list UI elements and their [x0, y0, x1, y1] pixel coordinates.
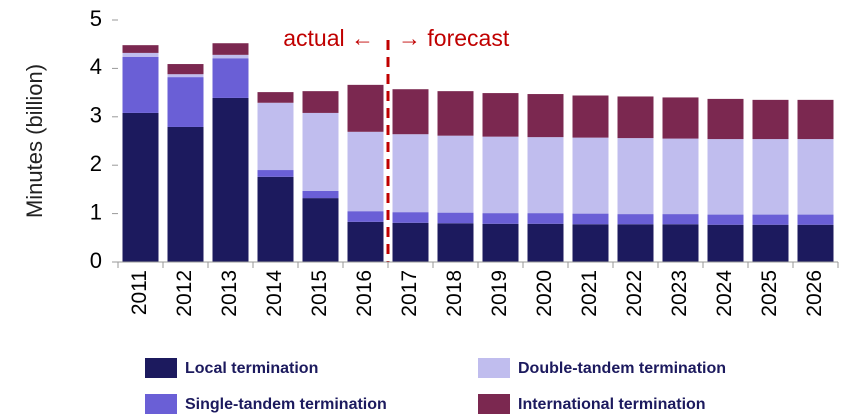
bar-segment: [212, 54, 249, 59]
bar-segment: [167, 77, 204, 127]
bar-segment: [797, 214, 834, 225]
bar-segment: [482, 136, 519, 214]
bar-segment: [572, 95, 609, 138]
y-tick-label: 2: [90, 151, 102, 176]
legend-label: International termination: [518, 396, 706, 413]
bar-segment: [707, 139, 744, 215]
bar-segment: [212, 43, 249, 55]
bar-segment: [212, 97, 249, 262]
bar-segment: [527, 213, 564, 224]
bar-segment: [257, 92, 294, 103]
x-tick-label: 2023: [668, 270, 691, 317]
bar-segment: [617, 224, 654, 262]
legend-label: Local termination: [185, 360, 318, 377]
legend-label: Double-tandem termination: [518, 360, 726, 377]
bar-segment: [797, 139, 834, 215]
legend-swatch: [145, 358, 177, 378]
bar-segment: [572, 213, 609, 225]
legend-swatch: [145, 394, 177, 414]
bar-segment: [482, 223, 519, 262]
y-tick-label: 4: [90, 54, 102, 79]
x-tick-label: 2015: [308, 270, 331, 317]
bar-segment: [347, 221, 384, 262]
legend-label: Single-tandem termination: [185, 396, 387, 413]
bar-segment: [662, 224, 699, 262]
x-tick-label: 2019: [488, 270, 511, 317]
bar-segment: [347, 131, 384, 212]
bar-segment: [662, 214, 699, 225]
bar-segment: [752, 139, 789, 215]
y-tick-label: 5: [90, 6, 102, 31]
x-tick-label: 2014: [263, 270, 286, 317]
bar-segment: [437, 135, 474, 213]
bar-segment: [617, 214, 654, 225]
bar-segment: [167, 64, 204, 75]
bar-segment: [797, 99, 834, 140]
bar-segment: [527, 94, 564, 138]
bar-segment: [752, 224, 789, 262]
bar-segment: [122, 112, 159, 262]
bar-segment: [752, 99, 789, 140]
legend-swatch: [478, 358, 510, 378]
bar-segment: [392, 222, 429, 262]
annotation: → forecast: [398, 25, 510, 51]
bar-segment: [122, 45, 159, 53]
x-tick-label: 2021: [578, 270, 601, 317]
bar-segment: [302, 112, 339, 191]
bar-segment: [527, 223, 564, 262]
x-tick-label: 2013: [218, 270, 241, 317]
bar-segment: [122, 56, 159, 113]
bar-segment: [392, 134, 429, 213]
bar-segment: [347, 84, 384, 132]
bar-segment: [437, 212, 474, 224]
x-tick-label: 2012: [173, 270, 196, 317]
bar-segment: [392, 89, 429, 135]
bar-segment: [617, 96, 654, 139]
bar-segment: [527, 137, 564, 214]
x-tick-label: 2017: [398, 270, 421, 317]
bar-segment: [347, 211, 384, 222]
bar-segment: [167, 74, 204, 78]
bar-segment: [707, 214, 744, 225]
bar-segment: [797, 224, 834, 262]
x-tick-label: 2011: [128, 270, 151, 315]
bar-segment: [572, 224, 609, 262]
y-axis-label: Minutes (billion): [22, 64, 47, 218]
legend-swatch: [478, 394, 510, 414]
bar-segment: [572, 137, 609, 214]
bar-segment: [257, 102, 294, 171]
bar-segment: [707, 98, 744, 140]
x-tick-label: 2025: [758, 270, 781, 317]
x-tick-label: 2026: [803, 270, 826, 317]
bar-segment: [257, 170, 294, 177]
annotation: actual ←: [283, 25, 374, 51]
bar-segment: [437, 223, 474, 262]
y-tick-label: 0: [90, 248, 102, 273]
bar-segment: [662, 138, 699, 215]
x-tick-label: 2024: [713, 270, 736, 317]
bar-segment: [167, 126, 204, 263]
bar-segment: [482, 213, 519, 224]
bar-segment: [617, 138, 654, 215]
y-tick-label: 3: [90, 103, 102, 128]
x-tick-label: 2020: [533, 270, 556, 317]
x-tick-label: 2022: [623, 270, 646, 317]
y-tick-label: 1: [90, 199, 102, 224]
bar-segment: [707, 224, 744, 262]
bar-segment: [392, 212, 429, 223]
bar-segment: [122, 52, 159, 57]
bar-segment: [662, 97, 699, 139]
bar-segment: [302, 198, 339, 262]
x-tick-label: 2018: [443, 270, 466, 317]
bar-segment: [437, 91, 474, 136]
bar-segment: [302, 190, 339, 199]
bar-segment: [752, 214, 789, 225]
bar-segment: [482, 93, 519, 137]
bar-segment: [212, 58, 249, 98]
bar-segment: [257, 176, 294, 262]
bar-segment: [302, 91, 339, 113]
x-tick-label: 2016: [353, 270, 376, 317]
